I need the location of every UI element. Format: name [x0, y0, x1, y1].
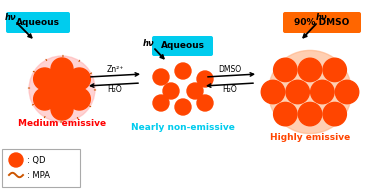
FancyBboxPatch shape: [152, 36, 213, 56]
Text: 90% DMSO: 90% DMSO: [294, 18, 350, 27]
Circle shape: [298, 58, 322, 82]
Circle shape: [175, 63, 191, 79]
Circle shape: [175, 99, 191, 115]
Circle shape: [298, 102, 322, 126]
Text: DMSO: DMSO: [218, 64, 241, 74]
Circle shape: [34, 88, 56, 110]
Circle shape: [268, 50, 352, 134]
Text: hν: hν: [316, 13, 328, 22]
Circle shape: [197, 71, 213, 87]
Circle shape: [68, 68, 90, 90]
Circle shape: [9, 153, 23, 167]
Circle shape: [286, 80, 309, 104]
Text: hν: hν: [5, 12, 17, 22]
Text: Medium emissive: Medium emissive: [18, 119, 106, 129]
Circle shape: [187, 83, 203, 99]
FancyBboxPatch shape: [2, 149, 80, 187]
Circle shape: [274, 58, 297, 82]
Circle shape: [34, 68, 56, 90]
Circle shape: [335, 80, 359, 104]
Circle shape: [51, 98, 73, 120]
Circle shape: [310, 80, 334, 104]
Circle shape: [29, 56, 95, 122]
Text: H₂O: H₂O: [108, 85, 122, 94]
Text: Aqueous: Aqueous: [160, 42, 204, 50]
Circle shape: [261, 80, 285, 104]
Circle shape: [197, 95, 213, 111]
Text: H₂O: H₂O: [223, 85, 237, 94]
Circle shape: [323, 58, 346, 82]
Text: Aqueous: Aqueous: [16, 18, 60, 27]
Circle shape: [51, 78, 73, 100]
FancyBboxPatch shape: [283, 12, 361, 33]
Circle shape: [153, 69, 169, 85]
Circle shape: [68, 88, 90, 110]
Circle shape: [323, 102, 346, 126]
Circle shape: [163, 83, 179, 99]
Circle shape: [51, 58, 73, 80]
Text: : MPA: : MPA: [27, 170, 50, 180]
Text: hν: hν: [143, 39, 155, 47]
Text: : QD: : QD: [27, 156, 46, 164]
Text: Highly emissive: Highly emissive: [270, 132, 350, 142]
Circle shape: [153, 95, 169, 111]
FancyBboxPatch shape: [6, 12, 70, 33]
Text: Nearly non-emissive: Nearly non-emissive: [131, 122, 235, 132]
Text: Zn²⁺: Zn²⁺: [106, 64, 124, 74]
Circle shape: [274, 102, 297, 126]
